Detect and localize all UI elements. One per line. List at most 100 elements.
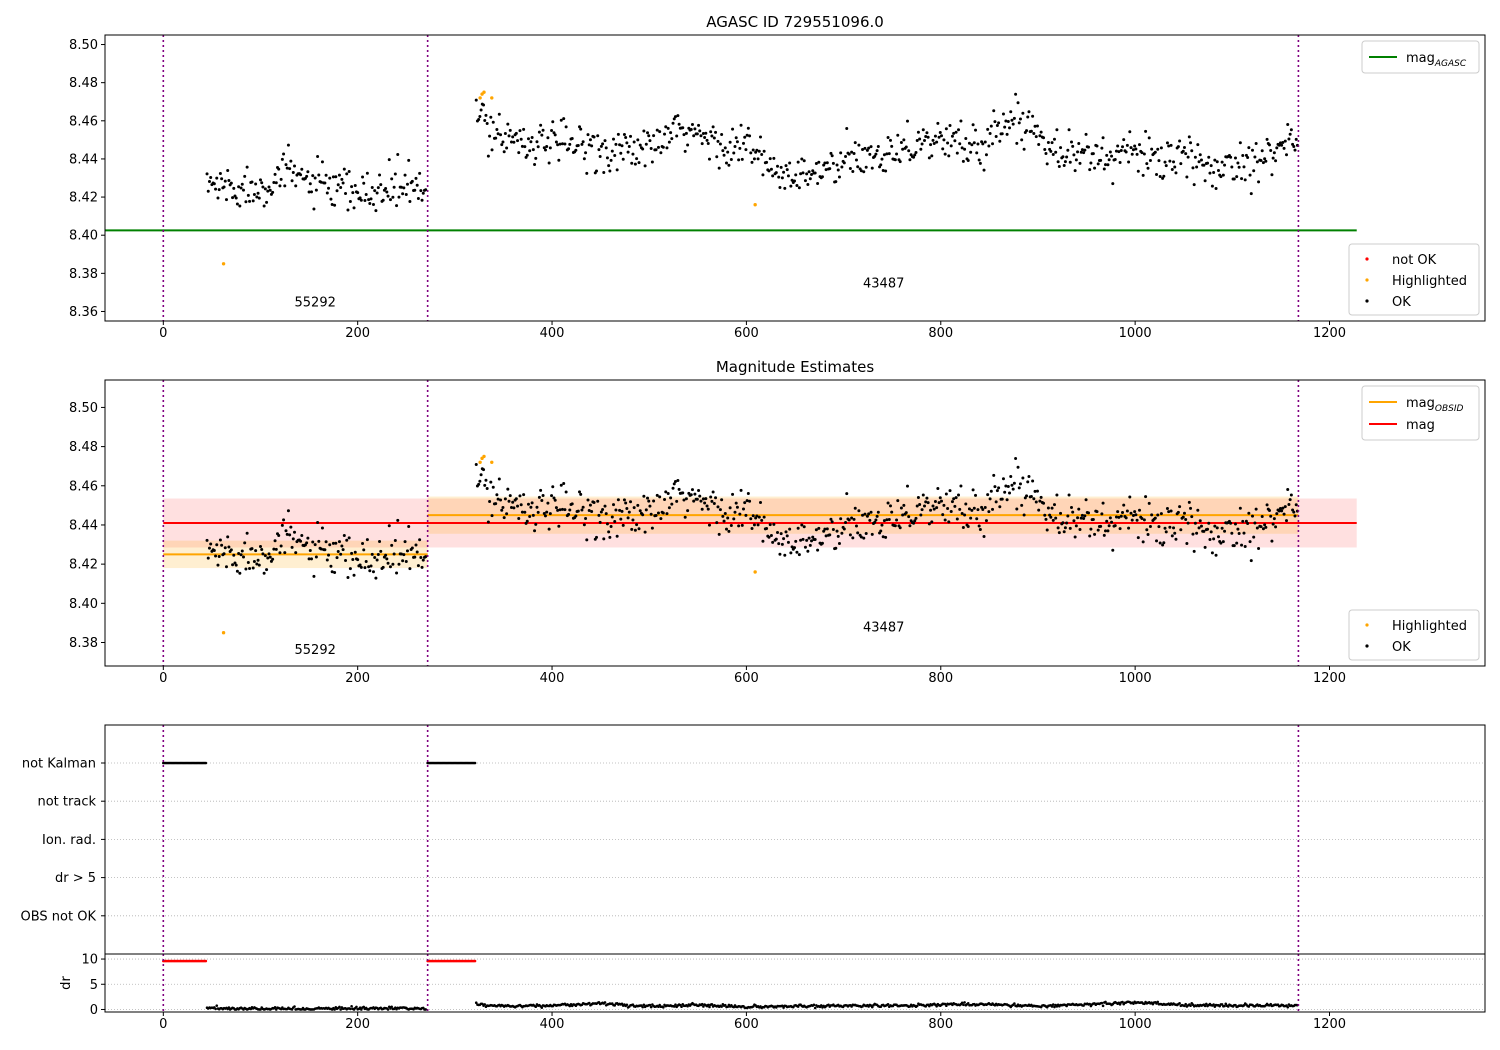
ok-point <box>536 145 540 149</box>
ok-point <box>327 553 331 557</box>
ok-point <box>579 492 583 496</box>
ok-point <box>743 501 747 505</box>
ok-point <box>704 131 708 135</box>
ok-point <box>620 144 624 148</box>
ok-point <box>649 512 653 516</box>
highlighted-point <box>221 630 226 635</box>
ok-point <box>1027 110 1031 114</box>
dr-point <box>812 1003 816 1007</box>
ok-point <box>778 552 782 556</box>
ok-point <box>267 185 271 189</box>
ok-point <box>1057 531 1061 535</box>
ok-point <box>772 522 776 526</box>
ok-point <box>632 506 636 510</box>
ok-point <box>751 148 755 152</box>
ok-point <box>1015 141 1019 145</box>
ok-point <box>670 502 674 506</box>
ok-point <box>612 137 616 141</box>
ok-point <box>992 473 996 477</box>
ok-point <box>734 136 738 140</box>
ok-point <box>642 129 646 133</box>
ok-point <box>1089 161 1093 165</box>
ok-point <box>705 504 709 508</box>
ok-point <box>1039 130 1043 134</box>
ok-point <box>630 161 634 165</box>
ok-point <box>686 509 690 513</box>
ok-point <box>967 141 971 145</box>
ok-point <box>483 118 487 122</box>
ok-point <box>1274 159 1278 163</box>
ok-point <box>239 553 243 557</box>
ok-point <box>1178 505 1182 509</box>
ok-point <box>963 513 967 517</box>
dr-point <box>1189 1004 1192 1007</box>
ok-point <box>831 161 835 165</box>
ok-point <box>520 144 524 148</box>
ok-point <box>648 504 652 508</box>
ok-point <box>987 144 991 148</box>
dr-point <box>534 1005 538 1009</box>
ok-point <box>501 140 505 144</box>
ok-point <box>560 142 564 146</box>
ok-point <box>364 560 368 564</box>
ok-point <box>830 154 834 158</box>
dr-clipped-point <box>204 959 208 963</box>
ok-point <box>500 143 504 147</box>
ok-point <box>933 134 937 138</box>
ok-point <box>328 543 332 547</box>
ok-point <box>828 533 832 537</box>
ok-point <box>488 134 492 138</box>
ok-point <box>722 153 726 157</box>
ok-point <box>478 479 482 483</box>
x-tick-label: 1200 <box>1313 671 1346 686</box>
ok-point <box>550 128 554 132</box>
ok-point <box>1067 128 1071 132</box>
ok-point <box>703 136 707 140</box>
legend-point-swatch <box>1365 257 1369 261</box>
ok-point <box>415 550 419 554</box>
ok-point <box>1248 540 1252 544</box>
ok-point <box>1264 525 1268 529</box>
ok-point <box>277 167 281 171</box>
ok-point <box>853 506 857 510</box>
plot-area <box>162 380 1357 666</box>
ok-point <box>323 548 327 552</box>
dr-point <box>1121 1000 1124 1004</box>
ok-point <box>305 541 309 545</box>
ok-point <box>570 502 574 506</box>
ok-point <box>896 133 900 137</box>
ok-point <box>1129 511 1133 515</box>
ok-point <box>1207 521 1211 525</box>
ok-point <box>547 161 551 165</box>
ok-point <box>214 187 218 191</box>
ok-point <box>1144 129 1148 133</box>
ok-point <box>268 188 272 192</box>
dr-point <box>1051 1003 1055 1006</box>
ok-point <box>859 169 863 173</box>
ok-point <box>1252 169 1256 173</box>
ok-point <box>1198 519 1202 523</box>
ok-point <box>551 120 555 124</box>
ok-point <box>663 497 667 501</box>
ok-point <box>665 146 669 150</box>
ok-point <box>424 188 428 192</box>
dr-point <box>723 1003 727 1007</box>
ok-point <box>1116 144 1120 148</box>
ok-point <box>734 501 738 505</box>
ok-point <box>1206 161 1210 165</box>
ok-point <box>666 126 670 130</box>
ok-point <box>666 492 670 496</box>
ok-point <box>721 149 725 153</box>
ok-point <box>788 527 792 531</box>
highlighted-point <box>490 96 494 100</box>
ok-point <box>950 500 954 504</box>
ok-point <box>218 538 222 542</box>
ok-point <box>1247 146 1251 150</box>
ok-point <box>631 518 635 522</box>
ok-point <box>1117 150 1121 154</box>
ok-point <box>756 523 760 527</box>
ok-point <box>601 508 605 512</box>
ok-point <box>205 172 209 176</box>
ok-point <box>864 532 868 536</box>
ok-point <box>1037 508 1041 512</box>
